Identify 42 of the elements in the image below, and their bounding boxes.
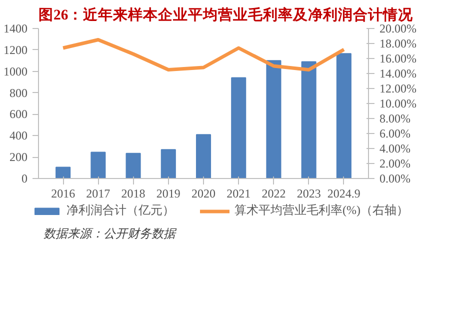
x-tick-label: 2024.9: [327, 186, 360, 200]
chart-title: 图26：近年来样本企业平均营业毛利率及净利润合计情况: [38, 6, 414, 24]
source-note: 数据来源：公开财务数据: [44, 226, 178, 240]
y2-tick-label: 0.00%: [380, 172, 410, 186]
y-tick-label: 600: [10, 107, 28, 122]
legend-label: 净利润合计（亿元）: [66, 202, 174, 219]
y-tick-label: 800: [10, 86, 28, 100]
x-tick-label: 2023: [296, 186, 321, 200]
bar: [266, 60, 282, 178]
y-tick-label: 1200: [4, 42, 28, 57]
x-tick-label: 2021: [226, 186, 251, 200]
x-tick-label: 2018: [121, 186, 146, 200]
x-tick-label: 2016: [51, 186, 76, 200]
y2-tick-label: 2.00%: [380, 156, 410, 170]
bar: [126, 152, 141, 178]
bar: [196, 134, 212, 178]
y-tick-label: 400: [10, 128, 28, 143]
bar: [301, 61, 316, 178]
bar: [231, 77, 246, 178]
y-tick-label: 1400: [4, 22, 28, 36]
y-tick-label: 0: [22, 172, 28, 186]
y2-tick-label: 16.00%: [380, 52, 416, 66]
x-tick-label: 2020: [192, 186, 216, 200]
legend-label: 算术平均营业毛利率(%)（右轴）: [234, 202, 408, 219]
y-tick-label: 200: [10, 150, 28, 164]
x-tick-label: 2022: [262, 186, 286, 200]
y2-tick-label: 4.00%: [380, 142, 410, 156]
bar: [56, 166, 71, 178]
x-tick-label: 2019: [156, 186, 180, 200]
y2-tick-label: 6.00%: [380, 126, 410, 140]
y2-tick-label: 14.00%: [380, 66, 416, 80]
line-series: [61, 38, 346, 72]
y2-tick-label: 20.00%: [380, 22, 416, 36]
y2-tick-label: 10.00%: [380, 96, 416, 110]
bar: [160, 149, 176, 178]
x-tick-label: 2017: [86, 186, 110, 200]
bar: [90, 152, 106, 178]
y-tick-label: 1000: [4, 64, 28, 78]
bar: [336, 53, 352, 178]
y2-tick-label: 12.00%: [380, 82, 416, 96]
y2-tick-label: 8.00%: [380, 112, 410, 126]
y2-tick-label: 18.00%: [380, 36, 416, 50]
